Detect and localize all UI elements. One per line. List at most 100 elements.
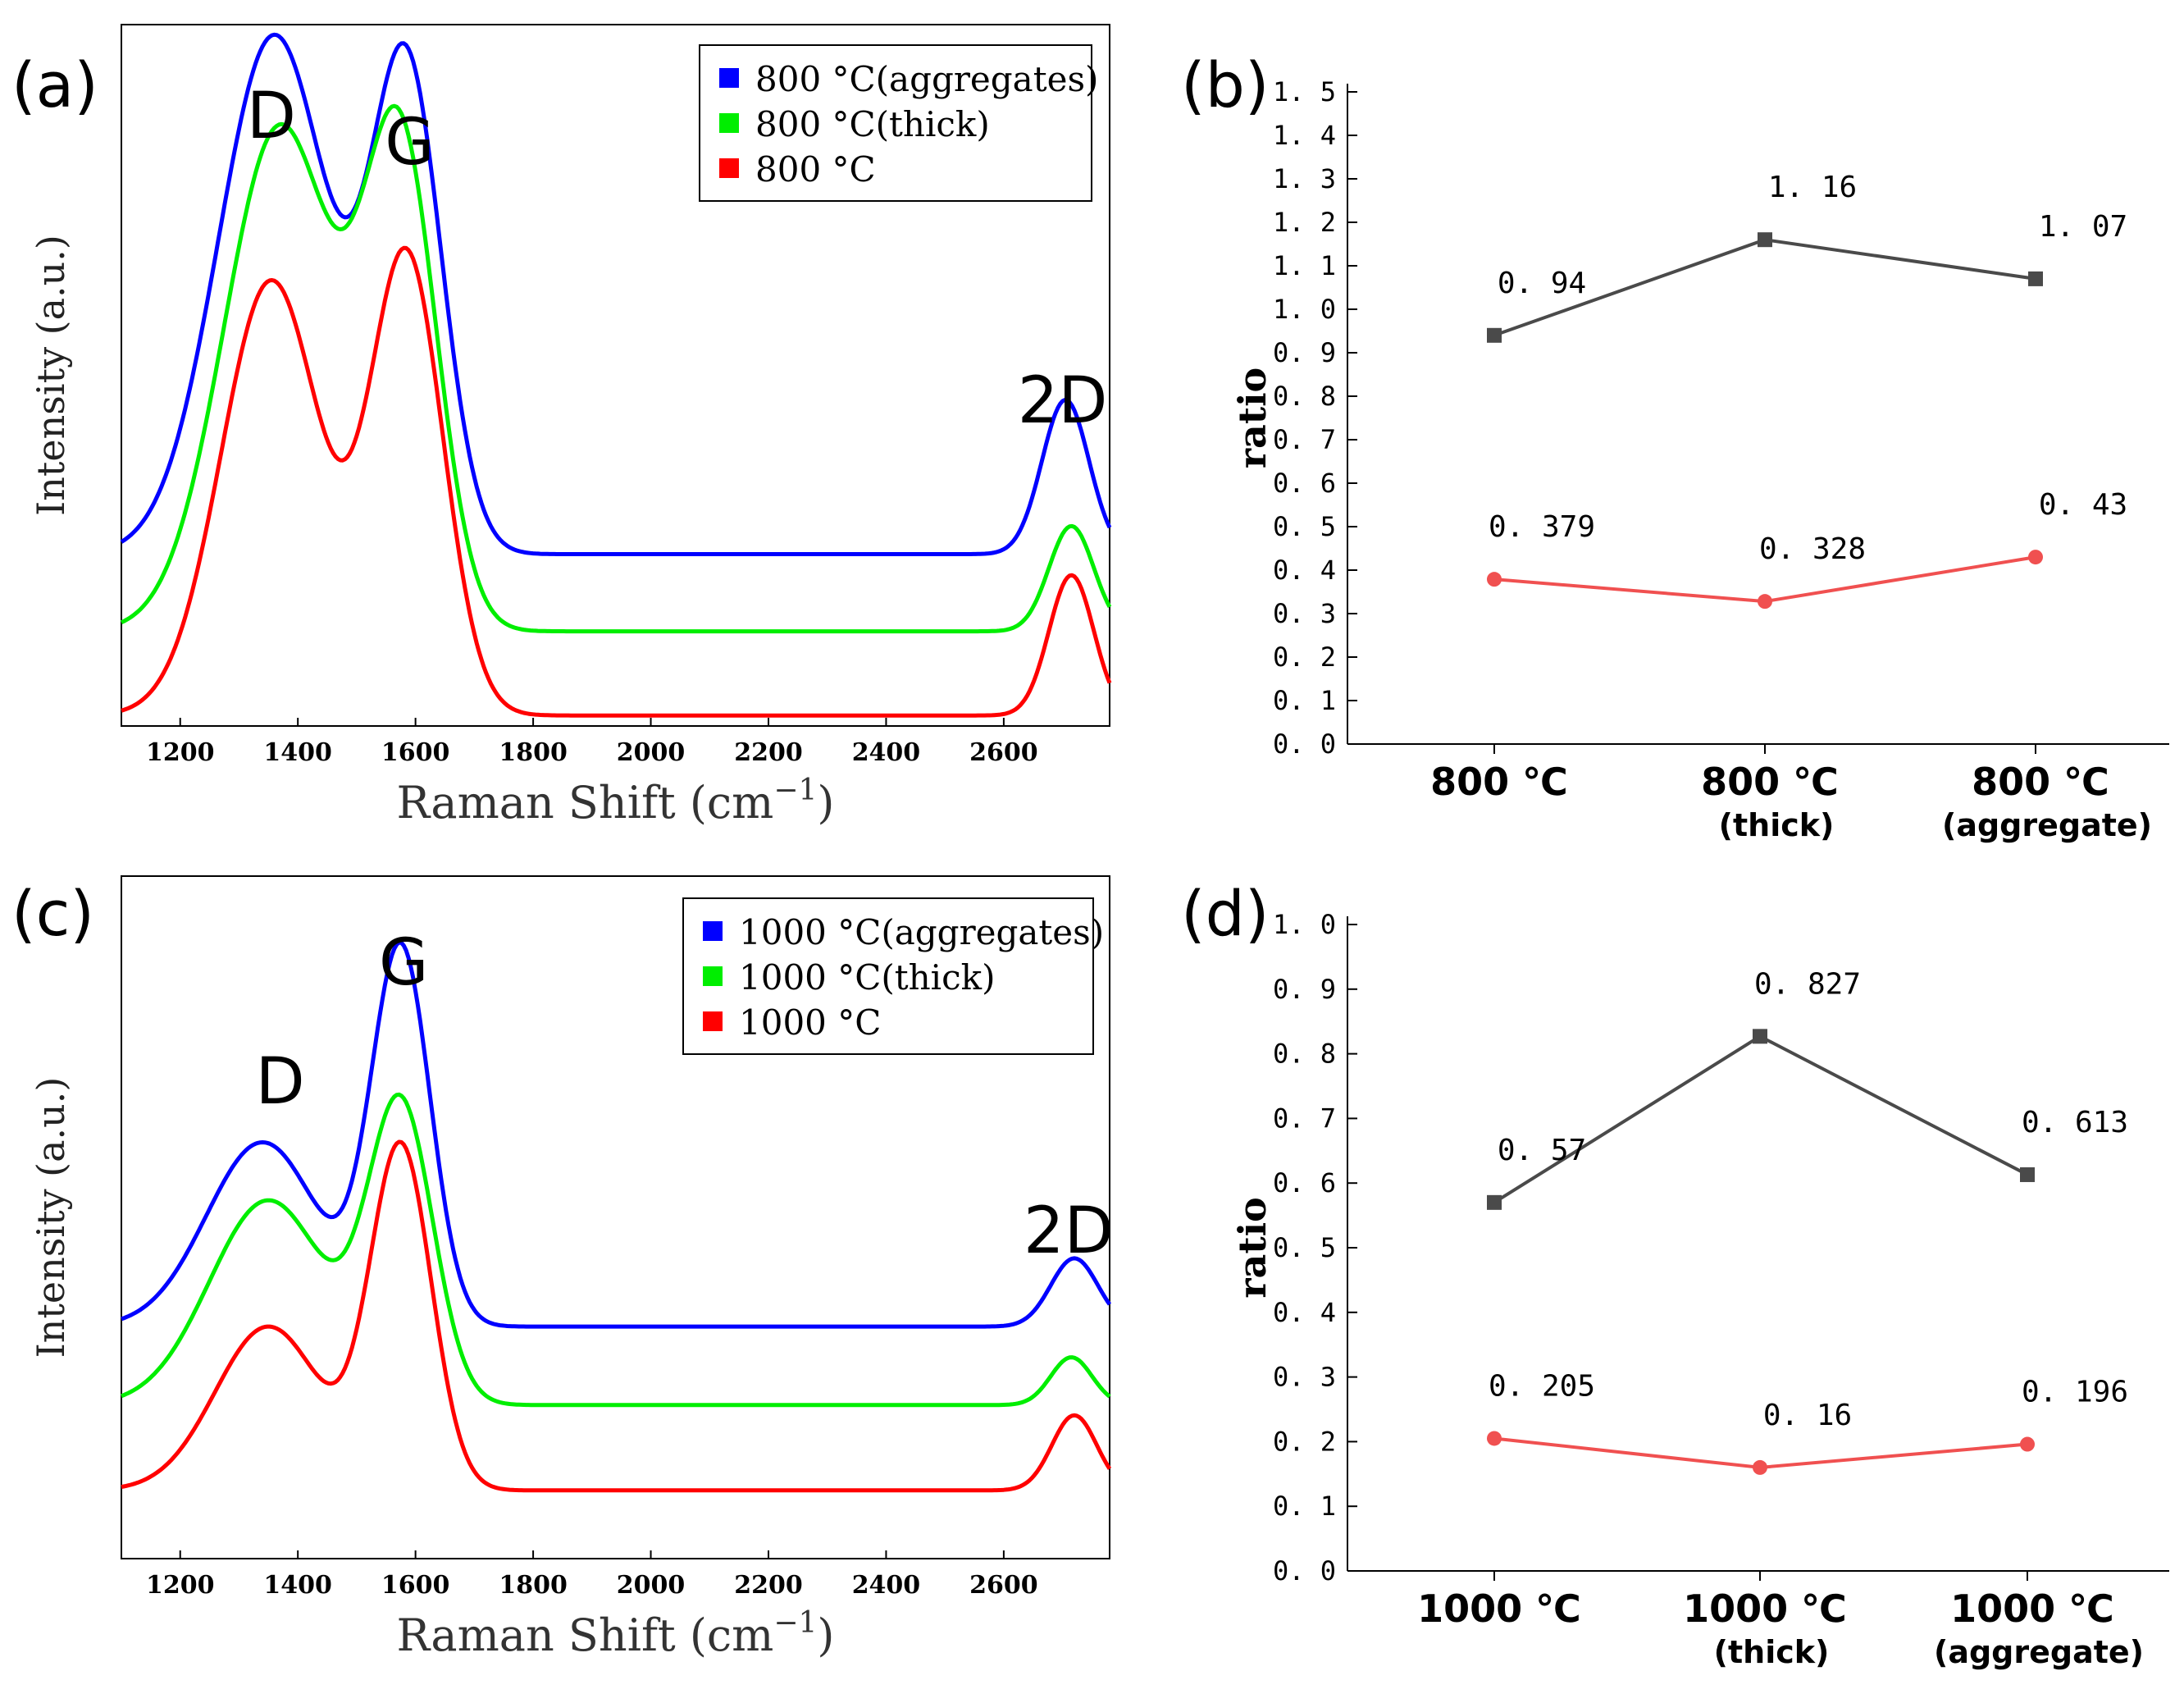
- data-label: 0. 16: [1763, 1399, 1852, 1432]
- y-tick-label: 1. 1: [1273, 250, 1336, 281]
- y-tick-label: 0. 0: [1273, 728, 1336, 760]
- x-axis-label-superscript: −1: [773, 1606, 817, 1640]
- legend-swatch: [719, 68, 739, 88]
- data-label: 0. 379: [1489, 510, 1595, 544]
- panel-d-ratio-chart: (d) 0. 0 0. 1 0. 2 0. 3 0. 4 0. 5 0. 6 0. 7 0. 8 0…: [1181, 877, 2169, 1670]
- y-tick-label: 0. 5: [1273, 1232, 1336, 1263]
- spectrum-line-2: [121, 1139, 1112, 1493]
- data-point-square: [1753, 1029, 1767, 1044]
- data-label: 0. 196: [2022, 1376, 2128, 1409]
- peak-label-G: G: [379, 926, 428, 1000]
- category-sublabel: (thick): [1714, 1634, 1830, 1670]
- legend-swatch: [719, 158, 739, 178]
- data-point-circle: [2020, 1436, 2035, 1452]
- category-label: 800 ℃: [1430, 760, 1568, 804]
- panel-c-raman-chart: (c) 1200 1400 1600 1800 2000 2200 2400 2600 Raman…: [11, 875, 1114, 1661]
- y-tick-label: 0. 4: [1273, 1297, 1336, 1328]
- y-axis-label: ratio: [1230, 1197, 1274, 1298]
- legend-entry: 1000 °C(aggregates): [739, 912, 1104, 952]
- x-tick-label: 1800: [499, 738, 568, 767]
- y-tick-label: 1. 2: [1273, 207, 1336, 238]
- category-sublabel: (aggregate): [1942, 807, 2152, 843]
- category-label: 800 ℃: [1701, 760, 1839, 804]
- y-tick-label: 0. 1: [1273, 685, 1336, 716]
- x-tick-label: 1600: [381, 738, 450, 767]
- y-tick-label: 0. 8: [1273, 1039, 1336, 1070]
- peak-label-D: D: [247, 80, 296, 153]
- y-tick-label: 0. 2: [1273, 641, 1336, 673]
- panel-label: (a): [11, 48, 98, 121]
- data-label: 0. 613: [2022, 1106, 2128, 1139]
- legend-swatch: [719, 113, 739, 133]
- peak-label-D: D: [256, 1045, 305, 1119]
- data-label: 0. 57: [1498, 1134, 1586, 1167]
- x-axis-label: Raman Shift (cm−1): [397, 1606, 835, 1661]
- category-sublabel: (thick): [1719, 807, 1835, 843]
- legend-box: [682, 897, 1094, 1055]
- x-axis-label-text: Raman Shift (cm: [397, 777, 774, 829]
- y-axis-label: ratio: [1230, 368, 1274, 468]
- peak-label-G: G: [385, 106, 434, 180]
- category-label: 1000 ℃: [1683, 1587, 1847, 1631]
- y-tick-label: 0. 6: [1273, 1167, 1336, 1198]
- legend-swatch: [703, 921, 723, 941]
- x-axis-label: Raman Shift (cm−1): [397, 774, 835, 829]
- spectrum-line-1: [120, 103, 1112, 634]
- y-tick-label: 0. 3: [1273, 1362, 1336, 1393]
- x-tick-label: 2200: [734, 738, 803, 767]
- legend-entry: 800 °C(aggregates): [755, 59, 1098, 99]
- y-tick-label: 1. 0: [1273, 294, 1336, 325]
- data-point-square: [2020, 1167, 2035, 1182]
- data-point-circle: [2028, 550, 2043, 565]
- y-tick-label: 0. 0: [1273, 1555, 1336, 1587]
- x-tick-label: 2200: [734, 1571, 803, 1600]
- panel-a-raman-chart: (a) 1200 1400 1600 1800 2000 2200 2400 2600 Raman…: [11, 24, 1112, 829]
- category-label: 800 ℃: [1972, 760, 2109, 804]
- category-sublabel: (aggregate): [1934, 1634, 2144, 1670]
- data-point-square: [2028, 271, 2043, 286]
- y-axis-label: Intensity (a.u.): [29, 1077, 73, 1358]
- y-tick-label: 0. 8: [1273, 381, 1336, 412]
- y-tick-label: 0. 3: [1273, 598, 1336, 629]
- x-axis-label-close: ): [817, 777, 834, 829]
- y-tick-label: 0. 1: [1273, 1491, 1336, 1522]
- panel-label: (c): [11, 877, 94, 950]
- x-tick-label: 1200: [146, 738, 215, 767]
- data-point-circle: [1487, 572, 1502, 587]
- x-tick-label: 1400: [263, 1571, 332, 1600]
- legend-box: [699, 44, 1092, 202]
- ratio-line-0: [1493, 1034, 2028, 1204]
- y-tick-label: 0. 7: [1273, 424, 1336, 455]
- spectrum-line-0: [120, 32, 1112, 556]
- data-label: 0. 43: [2039, 488, 2127, 522]
- x-tick-label: 2600: [969, 1571, 1038, 1600]
- spectrum-line-1: [121, 1092, 1111, 1408]
- y-tick-label: 0. 2: [1273, 1426, 1336, 1457]
- y-axis-label: Intensity (a.u.): [29, 235, 73, 516]
- x-tick-label: 2000: [617, 1571, 686, 1600]
- x-axis-label-text: Raman Shift (cm: [397, 1609, 774, 1661]
- data-point-circle: [1753, 1459, 1767, 1475]
- peak-label-2D: 2D: [1018, 364, 1108, 438]
- data-point-square: [1487, 327, 1502, 343]
- category-label: 1000 ℃: [1417, 1587, 1581, 1631]
- legend-entry: 800 °C(thick): [755, 104, 990, 144]
- legend-entry: 1000 °C(thick): [739, 957, 995, 998]
- x-tick-label: 2600: [969, 738, 1038, 767]
- data-label: 1. 16: [1768, 171, 1857, 204]
- x-tick-label: 1800: [499, 1571, 568, 1600]
- data-point-circle: [1487, 1431, 1502, 1446]
- data-label: 0. 328: [1759, 532, 1866, 566]
- x-tick-label: 2400: [852, 1571, 921, 1600]
- panel-b-ratio-chart: (b) 0. 0 0. 1 0. 2 0. 3 0. 4 0. 5 0. 6 0. 7 0. 8 0…: [1181, 48, 2169, 843]
- legend-swatch: [703, 1011, 723, 1031]
- y-tick-label: 0. 7: [1273, 1103, 1336, 1134]
- spectrum-line-0: [121, 940, 1112, 1329]
- data-point-square: [1758, 232, 1772, 248]
- x-axis-label-close: ): [817, 1609, 834, 1661]
- data-label: 0. 94: [1498, 267, 1586, 300]
- x-tick-label: 1200: [146, 1571, 215, 1600]
- y-tick-label: 0. 5: [1273, 511, 1336, 542]
- x-tick-label: 2400: [852, 738, 921, 767]
